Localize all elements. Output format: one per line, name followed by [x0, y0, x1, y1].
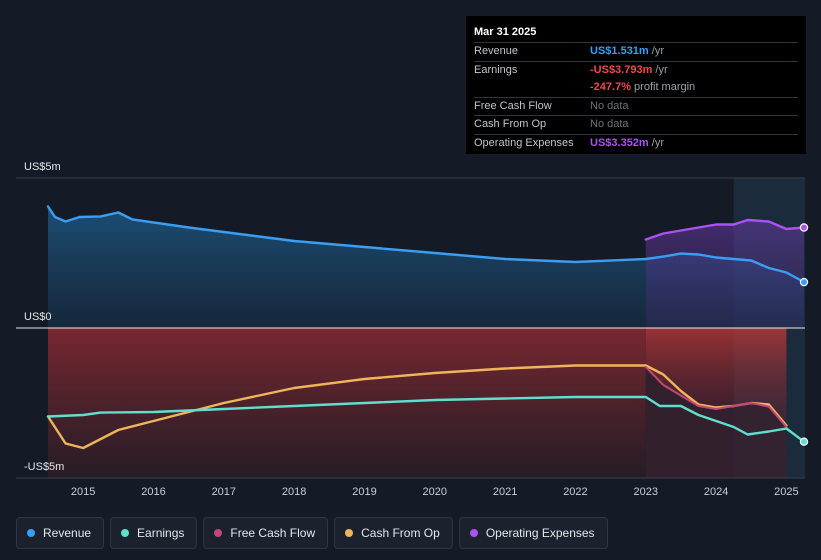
tooltip-row-profit-margin: -247.7% profit margin: [474, 79, 798, 97]
tooltip-row-revenue: Revenue US$1.531m /yr: [474, 42, 798, 61]
revenue-area: [48, 206, 804, 328]
x-tick-label: 2015: [71, 486, 95, 498]
x-tick-label: 2025: [774, 486, 798, 498]
chart-area: US$5m US$0 -US$5m 2015 2016 2017 2018 2019 2020 2…: [16, 161, 809, 498]
tooltip-unit: /yr: [648, 45, 664, 57]
legend-item-operating-expenses[interactable]: Operating Expenses: [458, 517, 608, 549]
earnings-dot-icon: [121, 529, 130, 537]
tooltip-unit: /yr: [648, 136, 664, 149]
tooltip-label: [474, 79, 590, 97]
end-marker-revenue: [799, 277, 809, 287]
end-marker-earnings: [799, 437, 809, 446]
tooltip-panel: Mar 31 2025 Revenue US$1.531m /yr Earnin…: [466, 16, 806, 154]
x-tick-label: 2019: [352, 486, 376, 498]
legend-label: Cash From Op: [361, 526, 440, 540]
x-tick-label: 2016: [141, 486, 165, 498]
end-marker-operating-expenses: [799, 223, 809, 232]
x-tick-label: 2023: [634, 486, 658, 498]
tooltip-unit: profit margin: [630, 81, 696, 93]
y-axis-label: US$0: [24, 311, 52, 323]
free-cash-flow-dot-icon: [214, 529, 223, 537]
series-line-earnings: [46, 395, 806, 443]
tooltip-label: Cash From Op: [474, 118, 547, 130]
tooltip-value: US$1.531m: [590, 45, 649, 57]
tooltip-label: Free Cash Flow: [474, 99, 552, 112]
y-axis-label: -US$5m: [24, 461, 64, 473]
tooltip-date: Mar 31 2025: [474, 26, 537, 38]
legend-item-cash-from-op[interactable]: Cash From Op: [334, 517, 453, 549]
x-tick-label: 2017: [212, 486, 236, 498]
series-line-revenue: [46, 205, 806, 284]
legend-item-revenue[interactable]: Revenue: [16, 517, 105, 549]
tooltip-value: No data: [590, 99, 629, 112]
tooltip-value: -247.7%: [590, 81, 631, 93]
legend-label: Operating Expenses: [485, 526, 595, 540]
legend-item-free-cash-flow[interactable]: Free Cash Flow: [203, 517, 329, 549]
tooltip-label: Revenue: [474, 45, 519, 57]
x-tick-label: 2020: [423, 486, 447, 498]
y-axis-label: US$5m: [24, 161, 61, 173]
legend-label: Earnings: [137, 526, 185, 540]
legend: Revenue Earnings Free Cash Flow Cash Fro…: [16, 517, 608, 549]
legend-label: Free Cash Flow: [230, 526, 316, 540]
tooltip-label: Operating Expenses: [474, 136, 574, 149]
tooltip-row-earnings: Earnings -US$3.793m /yr: [474, 60, 798, 80]
tooltip-value: No data: [590, 118, 629, 130]
x-tick-label: 2024: [704, 486, 728, 498]
x-tick-label: 2018: [282, 486, 306, 498]
cash-from-op-dot-icon: [345, 529, 354, 537]
tooltip-row-operating-expenses: Operating Expenses US$3.352m /yr: [474, 133, 798, 153]
x-tick-label: 2021: [493, 486, 517, 498]
operating-expenses-dot-icon: [469, 529, 478, 537]
tooltip-unit: /yr: [652, 63, 668, 76]
tooltip-value: US$3.352m: [590, 136, 649, 149]
x-tick-label: 2022: [563, 486, 587, 498]
legend-item-earnings[interactable]: Earnings: [110, 517, 198, 549]
tooltip-value: -US$3.793m: [590, 63, 653, 76]
tooltip-label: Earnings: [474, 63, 518, 76]
tooltip-row-cash-from-op: Cash From Op No data: [474, 115, 798, 134]
operating-expenses-area: [645, 220, 804, 328]
series-line-free-cash-flow: [644, 366, 788, 428]
negative-area-recent: [645, 328, 787, 478]
series-line-operating-expenses: [644, 218, 806, 241]
revenue-dot-icon: [27, 529, 35, 537]
legend-label: Revenue: [43, 526, 92, 540]
tooltip-row-free-cash-flow: Free Cash Flow No data: [474, 96, 798, 116]
